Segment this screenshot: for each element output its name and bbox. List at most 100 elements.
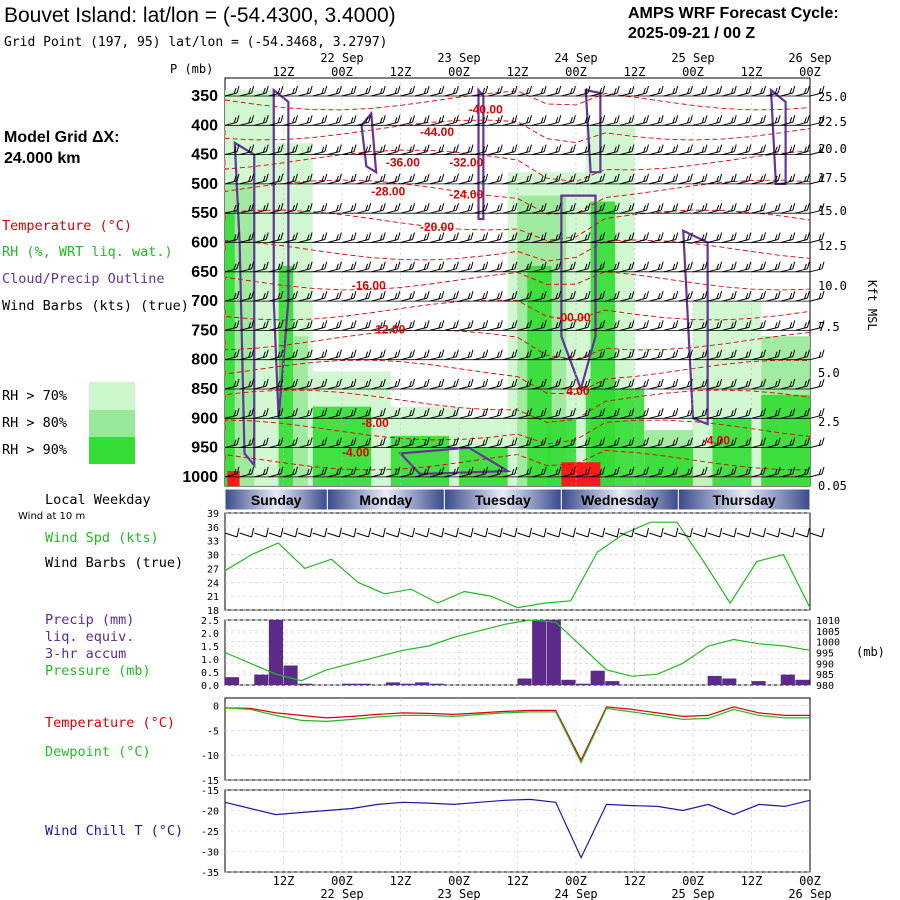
rh-90-label: RH > 90%: [2, 442, 67, 458]
wind-barb: [502, 232, 518, 243]
wind-barb: [634, 173, 649, 185]
wind-barb: [707, 378, 723, 390]
wind-barb: [488, 349, 503, 361]
wind-barb: [722, 85, 737, 97]
precip-bar: [780, 674, 795, 685]
wind-barb: [707, 232, 723, 243]
wind-barb: [298, 144, 313, 156]
wind-barb: [692, 173, 708, 185]
wind-barb: [649, 261, 664, 273]
temperature-label: -12.00: [371, 322, 405, 336]
wind-barb: [809, 378, 825, 390]
wind-barb: [385, 203, 401, 214]
wind-barb: [692, 144, 708, 156]
axis-tick-label: 30: [207, 551, 219, 562]
cloud-outline: [560, 194, 597, 393]
wind-barb: [239, 232, 255, 243]
wind-barb: [356, 320, 372, 331]
wind-barb: [678, 320, 693, 331]
surface-wind-barb: [590, 527, 606, 538]
surface-wind-barb: [371, 527, 386, 538]
windchill-line: [224, 798, 811, 860]
rh-80-label: RH > 80%: [2, 415, 67, 431]
pressure-tick-label: 650: [191, 264, 218, 281]
wind-barb: [327, 290, 342, 302]
axis-tick-label: 27: [207, 564, 219, 575]
wind-barb: [707, 349, 723, 361]
windchill-label: Wind Chill T (°C): [45, 823, 183, 839]
axis-tick-label: 995: [816, 649, 834, 660]
wind-barb: [780, 144, 796, 156]
cloud-outline: [233, 140, 256, 469]
wind-barb: [429, 408, 445, 419]
wind-barb: [751, 85, 766, 97]
wind-barb: [663, 85, 679, 97]
wind-barb: [444, 203, 459, 214]
wind-barb: [619, 466, 635, 478]
wind-barb: [546, 378, 562, 390]
wind-barb: [239, 203, 255, 214]
wind-barb: [327, 466, 342, 478]
temperature-labels: -40.00 -44.00 -36.00 -32.00 -28.00 -24.00 -20.…: [342, 103, 730, 460]
surface-wind-barb: [414, 527, 430, 538]
wind-barb: [298, 378, 313, 390]
wind-barb: [532, 378, 547, 390]
wind-barb: [268, 466, 284, 478]
wind-barb: [473, 203, 489, 214]
temperature-label: -32.00: [449, 155, 483, 169]
axis-tick-label: 36: [207, 523, 219, 534]
wind-barb: [766, 290, 781, 302]
wind-barb: [546, 144, 562, 156]
wind-barb: [224, 290, 240, 302]
wind-barb: [385, 261, 401, 273]
wind-barb: [692, 437, 708, 449]
wind-barb: [766, 144, 781, 156]
wind-barb: [415, 320, 430, 331]
wind-barb: [356, 261, 372, 273]
hour-label: 00Z: [565, 874, 587, 888]
legend-cloud: Cloud/Precip Outline: [2, 271, 165, 287]
wind-barb: [239, 144, 255, 156]
wind-barb: [678, 349, 693, 361]
wind-barb: [634, 349, 649, 361]
pressure-tick-label: 900: [191, 410, 218, 427]
wind-barb: [780, 232, 796, 243]
wind-barb: [268, 173, 284, 185]
weekday-cell: [677, 488, 811, 511]
wind-barb: [254, 349, 269, 361]
temperature-panel: 0 -5 -10 -15: [201, 697, 811, 787]
wind-barb: [751, 349, 766, 361]
precip-bar: [546, 620, 561, 685]
precip-bar: [283, 665, 298, 685]
wind-barb: [590, 85, 606, 97]
sfc-temperature-line: [224, 706, 810, 762]
surface-wind-barb: [707, 527, 723, 538]
precip-bar: [415, 682, 430, 685]
rh-legend: RH > 70% RH > 80% RH > 90%: [2, 382, 135, 464]
wind-barb: [736, 378, 752, 390]
wind-barb: [254, 290, 269, 302]
wind-barb: [736, 437, 752, 449]
wind-barb: [663, 203, 679, 214]
wind-barb: [254, 261, 269, 273]
wind-barb: [590, 408, 606, 419]
wind-barb: [371, 378, 386, 390]
wind-barb: [473, 144, 489, 156]
temperature-label: -44.00: [420, 125, 454, 139]
wind-barb: [356, 144, 372, 156]
wind-barb: [809, 320, 825, 331]
wind-barb: [590, 320, 606, 331]
wind-barb: [590, 378, 606, 390]
wind-barb: [400, 115, 415, 126]
date-label: 25 Sep: [671, 51, 714, 65]
wind-barb: [429, 320, 445, 331]
surface-wind-barb: [224, 527, 240, 538]
upper-wind-barbs: [224, 85, 825, 478]
wind-barb: [298, 437, 313, 449]
wind-barb: [429, 378, 445, 390]
wind-barb: [532, 408, 547, 419]
wind-barb: [473, 408, 489, 419]
wind-speed-panel: 39 36 33 30 27 24 21 18: [207, 509, 825, 617]
wind-barb: [707, 408, 723, 419]
date-label: 26 Sep: [788, 887, 831, 900]
